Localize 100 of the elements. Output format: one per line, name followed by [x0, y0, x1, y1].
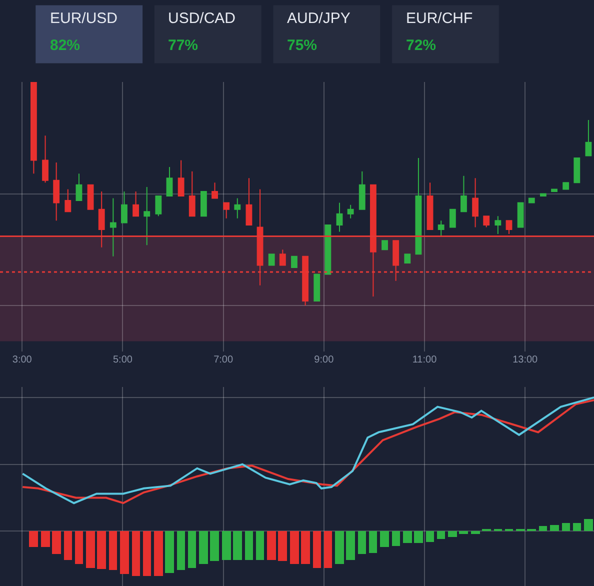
bar: [188, 530, 196, 568]
candlestick: [178, 160, 184, 196]
candlestick: [494, 216, 502, 234]
candlestick: [166, 166, 173, 196]
candlestick: [268, 254, 275, 266]
candlestick: [155, 196, 162, 217]
text: 75%: [287, 37, 318, 54]
candlestick: [382, 240, 388, 250]
candlestick: [460, 175, 467, 212]
candlestick: [585, 120, 592, 156]
bar: [313, 530, 321, 568]
candlestick: [200, 191, 207, 217]
bar: [64, 530, 72, 560]
candlestick: [212, 182, 218, 199]
text: USD/CAD: [168, 10, 236, 27]
x-tick-label: 5:00: [112, 354, 133, 366]
bar: [199, 530, 208, 564]
candlestick: [472, 178, 479, 228]
candlestick: [483, 216, 490, 228]
bar: [290, 530, 299, 564]
bar: [335, 530, 344, 564]
bar: [562, 522, 570, 531]
candlestick: [449, 208, 456, 228]
bar: [86, 530, 95, 568]
bar: [584, 518, 593, 531]
candlestick: [415, 158, 422, 255]
candlestick: [347, 204, 354, 219]
text: 77%: [168, 37, 198, 54]
text: 82%: [50, 37, 80, 54]
candlestick: [132, 191, 140, 217]
bar: [426, 530, 434, 542]
bar: [346, 530, 355, 560]
bar: [41, 530, 50, 547]
candlestick: [110, 198, 116, 257]
candlestick: [87, 184, 94, 210]
bar: [177, 530, 185, 570]
candlestick: [42, 135, 48, 184]
bar: [278, 530, 287, 561]
bar: [573, 522, 581, 531]
candlestick: [144, 186, 150, 246]
text: EUR/USD: [50, 10, 118, 27]
candlestick: [574, 158, 580, 184]
candlestick: [291, 256, 298, 268]
candlestick: [121, 191, 128, 224]
bar: [358, 530, 366, 554]
candlestick: [358, 170, 366, 210]
candlestick: [223, 202, 230, 219]
bar: [437, 530, 445, 539]
text: EUR/CHF: [406, 10, 473, 27]
x-tick-label: 11:00: [412, 354, 438, 366]
bar: [256, 530, 264, 560]
bar: [109, 530, 117, 570]
x-tick-label: 3:00: [12, 354, 32, 366]
x-tick-label: 9:00: [314, 354, 334, 366]
bar: [143, 530, 151, 576]
bar: [222, 530, 231, 560]
bar: [233, 530, 242, 560]
bar: [165, 530, 174, 573]
bar: [52, 530, 61, 554]
bar: [97, 530, 106, 569]
candlestick: [314, 274, 320, 302]
candlestick: [279, 249, 286, 266]
candlestick: [404, 254, 411, 264]
candlestick: [426, 182, 434, 230]
x-tick-label: 13:00: [512, 354, 538, 366]
candlestick: [562, 182, 570, 190]
text: 72%: [406, 37, 436, 54]
bar: [471, 530, 480, 534]
text: AUD/JPY: [287, 10, 350, 27]
bar: [210, 530, 219, 561]
candlestick: [64, 188, 72, 212]
bar: [245, 530, 253, 560]
x-tick-label: 7:00: [214, 354, 234, 366]
bar: [403, 530, 412, 543]
bar: [154, 530, 163, 576]
candlestick: [53, 162, 60, 222]
candlestick: [324, 224, 332, 275]
candlestick: [188, 170, 196, 217]
bar: [324, 530, 332, 568]
bar: [539, 526, 547, 531]
bar: [459, 530, 468, 534]
bar: [267, 530, 276, 560]
bar: [301, 530, 310, 564]
bar: [414, 530, 423, 543]
candlestick: [246, 178, 252, 226]
bar: [380, 530, 389, 547]
candlestick: [528, 198, 535, 204]
candlestick: [76, 173, 82, 201]
bar: [120, 530, 129, 574]
candlestick: [30, 82, 37, 174]
bar: [550, 524, 559, 531]
candlestick: [438, 220, 444, 237]
bar: [392, 530, 400, 546]
bar: [75, 530, 83, 564]
bar: [448, 530, 457, 537]
candlestick: [234, 198, 241, 219]
candlestick: [517, 202, 524, 228]
bar: [29, 530, 38, 547]
bar: [132, 530, 140, 576]
bar: [369, 530, 377, 553]
